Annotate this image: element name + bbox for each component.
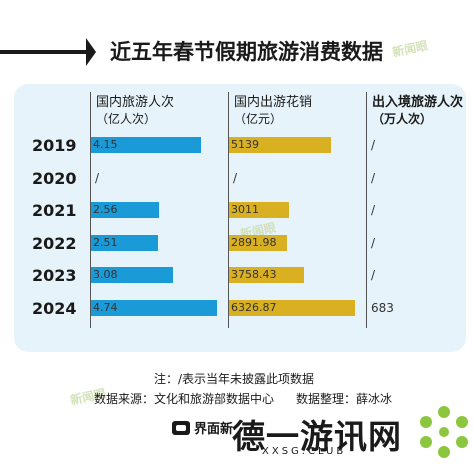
bar-value-label: 2.51 (93, 235, 118, 249)
bar-value-label: 2.56 (93, 203, 118, 216)
no-data-marker: / (371, 203, 376, 217)
bar-domestic-spending (229, 202, 289, 218)
year-label: 2021 (32, 201, 77, 220)
bar-value-label: 4.74 (93, 300, 118, 314)
column-header-cross-border-trips: 出入境旅游人次 （万人次） (372, 94, 464, 128)
site-url: XXSG.CLUB (262, 446, 347, 457)
no-data-marker: / (371, 235, 376, 250)
chart-title: 近五年春节假期旅游消费数据 (110, 40, 383, 64)
no-data-marker: / (371, 268, 376, 282)
bar-domestic-spending (229, 299, 355, 316)
brand-icon (172, 420, 190, 435)
no-data-marker: / (233, 170, 238, 185)
year-label: 2022 (32, 233, 77, 253)
column-header-domestic-spending: 国内出游花销 （亿元） (234, 94, 312, 128)
column-divider (228, 92, 229, 328)
year-label: 2019 (32, 136, 77, 155)
bar-domestic-spending (229, 267, 304, 283)
bar-domestic-trips (91, 137, 201, 153)
year-label: 2020 (32, 168, 77, 188)
year-label: 2024 (32, 298, 77, 318)
bar-domestic-trips (91, 202, 159, 218)
column-name: 国内旅游人次 (96, 95, 175, 110)
bar-value-label: 2891.98 (231, 235, 277, 249)
editor-note: 数据整理：薛冰冰 (296, 392, 393, 406)
title-underline (0, 50, 92, 54)
no-data-marker: / (95, 170, 100, 185)
bar-domestic-spending (229, 137, 331, 153)
title-row: 近五年春节假期旅游消费数据 (0, 28, 474, 72)
column-divider (366, 92, 367, 328)
site-watermark: 德一游讯网 (232, 417, 402, 456)
bar-value-label: 6326.87 (231, 300, 277, 314)
brand-name: 界面新 (194, 422, 234, 437)
no-data-marker: / (371, 138, 376, 152)
column-divider (90, 92, 91, 328)
column-name: 国内出游花销 (234, 95, 313, 110)
column-name: 出入境旅游人次 (372, 95, 464, 110)
no-data-marker: / (371, 170, 376, 185)
bar-value-label: 5139 (231, 138, 259, 151)
site-logo-icon (420, 406, 468, 458)
bar-domestic-trips (91, 267, 173, 283)
column-unit: （亿元） (234, 112, 283, 126)
title-arrow-icon (86, 38, 96, 66)
bar-domestic-spending (229, 234, 287, 251)
source-note: 数据来源：文化和旅游部数据中心 (94, 392, 275, 406)
cell-value: 683 (371, 300, 394, 315)
year-label: 2023 (32, 266, 77, 285)
footnote: 注：/表示当年未披露此项数据 (154, 372, 315, 386)
brand-logo: 界面新 (172, 418, 233, 437)
column-unit: （万人次） (372, 112, 433, 126)
bar-value-label: 3.08 (93, 268, 118, 281)
column-header-domestic-trips: 国内旅游人次 （亿人次） (96, 94, 174, 128)
bar-value-label: 4.15 (93, 138, 118, 151)
bar-value-label: 3011 (231, 203, 259, 216)
bar-value-label: 3758.43 (231, 268, 277, 281)
bar-domestic-trips (91, 299, 217, 316)
bar-domestic-trips (91, 234, 158, 251)
column-unit: （亿人次） (96, 112, 157, 126)
